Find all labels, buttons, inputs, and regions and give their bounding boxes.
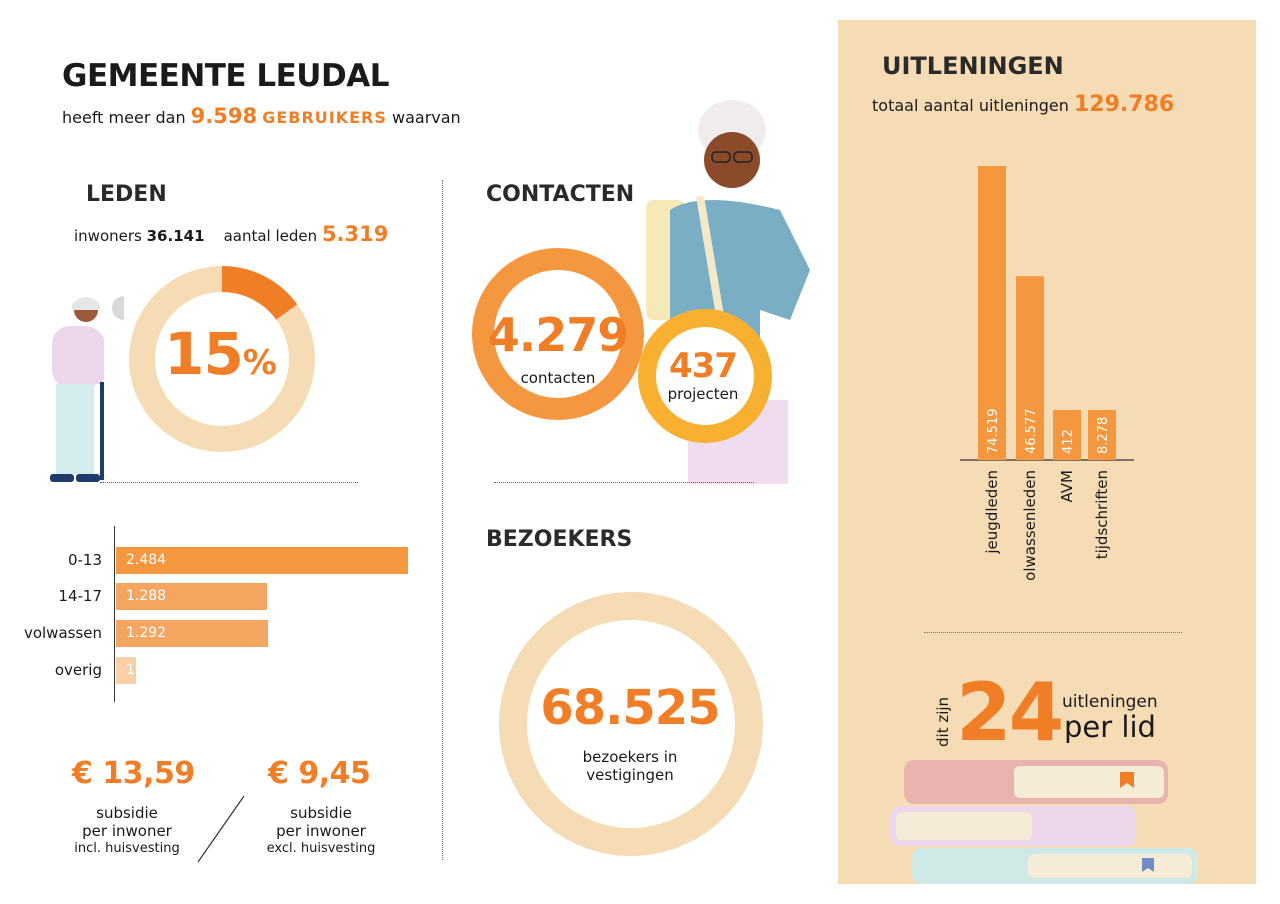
subtitle-post: waarvan	[392, 108, 461, 127]
bezoekers-heading: BEZOEKERS	[486, 527, 633, 552]
uit-bar-value: 74.519	[986, 409, 1001, 455]
inwoners-value: 36.141	[146, 227, 205, 245]
uit-bar-value: 46.577	[1024, 409, 1039, 455]
bezoekers-ring	[499, 592, 763, 856]
subsidie-incl-l1: subsidie	[96, 804, 158, 822]
leden-percentage: 15%	[150, 320, 290, 388]
contacten-label: contacten	[520, 369, 596, 387]
dit-zijn-label: dit zijn	[934, 696, 952, 747]
percent-value: 15	[164, 320, 244, 388]
bookmark-icon	[1120, 772, 1134, 788]
subsidie-incl-amount: € 13,59	[72, 756, 195, 791]
users-label: GEBRUIKERS	[262, 108, 387, 127]
uit-category-label: jeugdleden	[983, 470, 1001, 555]
age-bar-value: 2.484	[126, 552, 167, 568]
woman-face	[704, 132, 760, 188]
subsidie-excl-l2: per inwoner	[276, 822, 366, 840]
uit-bar-value: 8.278	[1096, 417, 1111, 454]
uit-bar	[1016, 276, 1044, 460]
uit-category-label: tijdschriften	[1093, 470, 1111, 559]
projecten-ring	[638, 309, 772, 443]
leden-stats: inwoners 36.141 aantal leden 5.319	[74, 222, 388, 246]
uitleningen-heading: UITLENINGEN	[882, 52, 1064, 80]
leden-heading: LEDEN	[86, 182, 167, 207]
books-illustration	[890, 760, 1198, 884]
man-shirt	[52, 326, 104, 388]
age-bar	[116, 547, 408, 574]
age-label: 14-17	[58, 587, 102, 605]
uit-bar-value: 412	[1061, 429, 1076, 454]
projecten-count: 437	[669, 346, 738, 386]
subsidie-incl-text: subsidie per inwoner incl. huisvesting	[52, 804, 202, 858]
subtitle: heeft meer dan 9.598 GEBRUIKERS waarvan	[62, 104, 461, 128]
age-bar-value: 170	[126, 662, 153, 678]
subtitle-pre: heeft meer dan	[62, 108, 186, 127]
uit-category-label: volwassenleden	[1021, 470, 1039, 580]
man-pants	[56, 384, 94, 474]
column-divider	[442, 180, 443, 860]
uit-bar	[1088, 410, 1116, 460]
elderly-man-illustration	[50, 296, 124, 482]
inwoners-label: inwoners	[74, 227, 142, 245]
subsidie-excl-l3: excl. huisvesting	[266, 841, 376, 856]
contacten-count: 4.279	[487, 308, 630, 362]
subsidie-excl-l1: subsidie	[290, 804, 352, 822]
bezoekers-l2: vestigingen	[586, 766, 674, 784]
age-bar-axis	[114, 526, 115, 702]
projecten-label: projecten	[667, 385, 739, 403]
uitleningen-total-label: totaal aantal uitleningen	[872, 96, 1069, 115]
panel-divider	[924, 632, 1182, 633]
donut-slice-leden	[221, 266, 298, 321]
age-label: 0-13	[67, 551, 102, 569]
uitleningen-per-lid-l1: uitleningen	[1062, 692, 1158, 712]
bezoekers-l1: bezoekers in	[582, 748, 678, 766]
subsidie-excl-amount: € 9,45	[268, 756, 371, 791]
leden-label: aantal leden	[223, 227, 318, 245]
uitleningen-per-lid-number: 24	[956, 666, 1064, 759]
page-title: GEMEENTE LEUDAL	[62, 58, 389, 94]
age-bar	[116, 583, 267, 610]
age-bar	[116, 657, 136, 684]
age-label: overig	[54, 661, 102, 679]
percent-sign: %	[242, 343, 277, 383]
subsidie-incl-l3: incl. huisvesting	[74, 841, 180, 856]
uit-bar	[978, 166, 1006, 460]
man-hair	[112, 296, 124, 320]
leden-donut	[129, 266, 315, 452]
contacten-ring	[472, 248, 644, 420]
bookmark-blue-icon	[1142, 858, 1154, 872]
uit-category-label: AVM	[1058, 470, 1076, 503]
uitleningen-total-value: 129.786	[1073, 92, 1175, 117]
uitleningen-per-lid-l2: per lid	[1064, 710, 1156, 744]
contacten-divider	[494, 482, 754, 483]
uitleningen-total: totaal aantal uitleningen 129.786	[872, 92, 1174, 117]
subsidie-incl-l2: per inwoner	[82, 822, 172, 840]
uitleningen-panel	[838, 20, 1256, 884]
age-bar-value: 1.292	[126, 625, 167, 641]
subsidie-slash	[197, 795, 245, 863]
walking-cane	[100, 382, 104, 480]
bezoekers-label: bezoekers in vestigingen	[560, 748, 700, 784]
age-bar-value: 1.288	[126, 588, 167, 604]
users-count: 9.598	[190, 104, 258, 128]
uit-bar	[1053, 410, 1081, 460]
uitleningen-bar-chart: 74.519 jeugdleden 46.577 volwassenleden 412 A…	[960, 166, 1134, 580]
leden-value: 5.319	[321, 222, 389, 246]
age-bar	[116, 620, 268, 647]
age-label: volwassen	[23, 624, 102, 642]
contacten-heading: CONTACTEN	[486, 182, 635, 207]
leden-divider	[100, 482, 358, 483]
bezoekers-count: 68.525	[540, 680, 720, 736]
subsidie-excl-text: subsidie per inwoner excl. huisvesting	[246, 804, 396, 858]
